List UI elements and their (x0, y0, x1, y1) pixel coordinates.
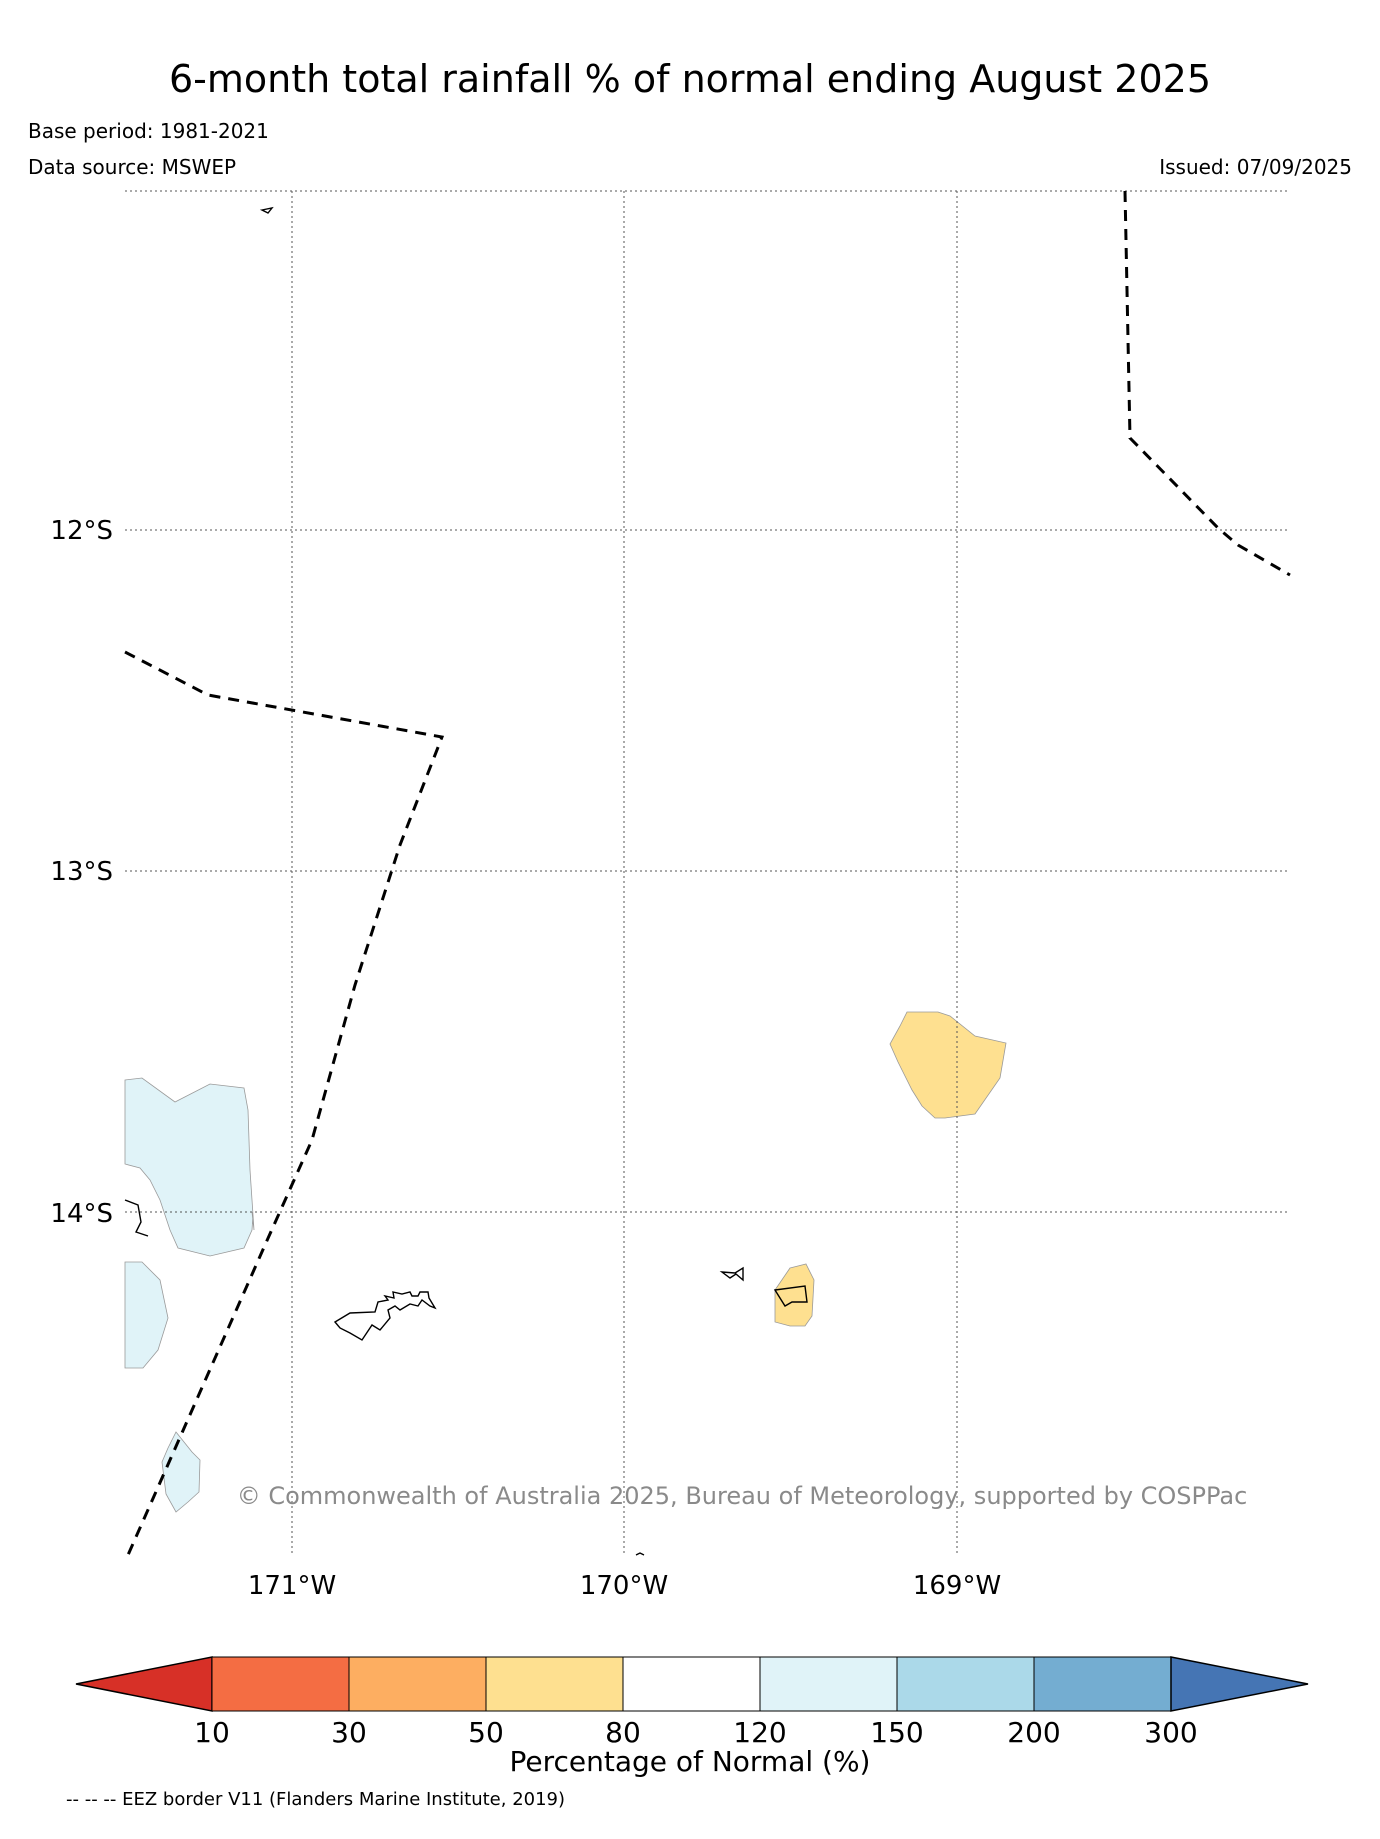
colorbar-tick-30: 30 (331, 1716, 367, 1749)
coastline-north-islet (259, 206, 274, 214)
colorbar-tick-300: 300 (1144, 1716, 1197, 1749)
issued-date-text: Issued: 07/09/2025 (1159, 155, 1352, 179)
eez-border-northeast (1123, 190, 1291, 577)
coastline-tau (773, 1285, 808, 1307)
lon-label-170w: 170°W (580, 1571, 668, 1601)
colorbar-tick-10: 10 (194, 1716, 230, 1749)
colorbar-extend-high (1170, 1656, 1309, 1712)
coastline-west-edge (124, 1199, 149, 1237)
colorbar-segment-30-50 (348, 1656, 487, 1712)
copyright-text: © Commonwealth of Australia 2025, Bureau… (237, 1482, 1248, 1510)
west-islands-region-south (161, 1431, 201, 1513)
coastline-south-edge (635, 1552, 645, 1556)
lat-label-12s: 12°S (50, 516, 113, 546)
eez-border-southwest (124, 650, 445, 1556)
colorbar: 10 30 50 80 120 150 200 300 Percentage o… (75, 1656, 1309, 1778)
colorbar-extend-low (75, 1656, 213, 1712)
colorbar-tick-80: 80 (605, 1716, 641, 1749)
coastline-ofu-olosega (719, 1266, 744, 1282)
coastline-tutuila (333, 1291, 437, 1341)
manua-east-region (889, 1011, 1007, 1119)
colorbar-segment-200-300 (1033, 1656, 1172, 1712)
lon-label-171w: 171°W (248, 1571, 336, 1601)
colorbar-label: Percentage of Normal (%) (510, 1745, 871, 1778)
lat-label-13s: 13°S (50, 857, 113, 887)
colorbar-segment-50-80 (485, 1656, 624, 1712)
lon-label-169w: 169°W (913, 1571, 1001, 1601)
map-area: 12°S 13°S 14°S 171°W 170°W 169°W © Commo… (50, 190, 1291, 1601)
colorbar-segment-120-150 (759, 1656, 898, 1712)
lat-label-14s: 14°S (50, 1199, 113, 1229)
west-islands-region-upper (124, 1077, 255, 1257)
colorbar-tick-50: 50 (468, 1716, 504, 1749)
west-islands-region-lower (124, 1261, 169, 1369)
colorbar-tick-150: 150 (870, 1716, 923, 1749)
southern-island-region (774, 1263, 815, 1327)
colorbar-segment-10-30 (211, 1656, 350, 1712)
colorbar-tick-120: 120 (733, 1716, 786, 1749)
map-title: 6-month total rainfall % of normal endin… (169, 57, 1211, 101)
base-period-text: Base period: 1981-2021 (28, 119, 269, 143)
colorbar-tick-200: 200 (1007, 1716, 1060, 1749)
colorbar-segment-80-120 (622, 1656, 761, 1712)
colorbar-segment-150-200 (896, 1656, 1035, 1712)
data-source-text: Data source: MSWEP (28, 155, 236, 179)
eez-legend-text: -- -- -- EEZ border V11 (Flanders Marine… (66, 1789, 565, 1810)
